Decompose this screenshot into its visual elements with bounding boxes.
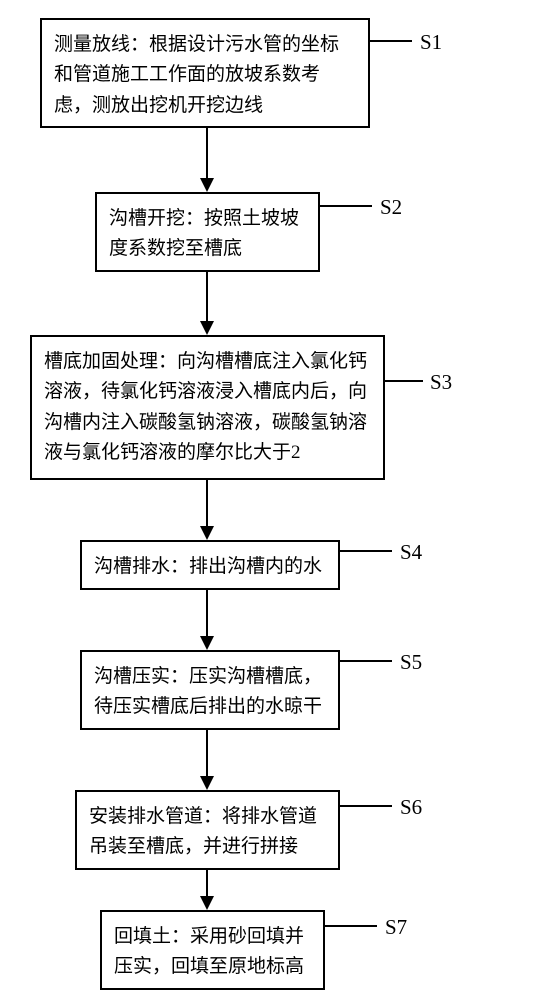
lead-line-s4: [340, 550, 392, 552]
arrow-head-2: [200, 526, 214, 540]
flow-node-text-s3: 槽底加固处理：向沟槽槽底注入氯化钙溶液，待氯化钙溶液浸入槽底内后，向沟槽内注入碳…: [44, 347, 371, 469]
flow-label-s7: S7: [385, 915, 407, 940]
arrow-head-4: [200, 776, 214, 790]
flow-label-s1: S1: [420, 30, 442, 55]
flow-node-s6: 安装排水管道：将排水管道吊装至槽底，并进行拼接: [75, 790, 340, 870]
flow-node-text-s7: 回填土：采用砂回填并压实，回填至原地标高: [114, 922, 311, 983]
flow-label-s3: S3: [430, 370, 452, 395]
flow-node-text-s4: 沟槽排水：排出沟槽内的水: [94, 552, 326, 582]
arrow-head-3: [200, 636, 214, 650]
flow-node-text-s6: 安装排水管道：将排水管道吊装至槽底，并进行拼接: [89, 802, 326, 863]
flow-node-s7: 回填土：采用砂回填并压实，回填至原地标高: [100, 910, 325, 990]
arrow-line-0: [206, 128, 208, 178]
lead-line-s5: [340, 660, 392, 662]
flow-node-text-s1: 测量放线：根据设计污水管的坐标和管道施工工作面的放坡系数考虑，测放出挖机开挖边线: [54, 30, 356, 121]
flow-node-text-s5: 沟槽压实：压实沟槽槽底，待压实槽底后排出的水晾干: [94, 662, 326, 723]
arrow-head-0: [200, 178, 214, 192]
flow-label-s2: S2: [380, 195, 402, 220]
flow-label-s4: S4: [400, 540, 422, 565]
lead-line-s7: [325, 925, 377, 927]
flow-node-s4: 沟槽排水：排出沟槽内的水: [80, 540, 340, 590]
flow-label-s5: S5: [400, 650, 422, 675]
flow-node-s3: 槽底加固处理：向沟槽槽底注入氯化钙溶液，待氯化钙溶液浸入槽底内后，向沟槽内注入碳…: [30, 335, 385, 480]
arrow-line-4: [206, 730, 208, 776]
lead-line-s3: [385, 380, 423, 382]
flow-node-s5: 沟槽压实：压实沟槽槽底，待压实槽底后排出的水晾干: [80, 650, 340, 730]
flow-node-s2: 沟槽开挖：按照土坡坡度系数挖至槽底: [95, 192, 320, 272]
lead-line-s1: [370, 40, 412, 42]
lead-line-s6: [340, 805, 392, 807]
flow-label-s6: S6: [400, 795, 422, 820]
flowchart-container: 测量放线：根据设计污水管的坐标和管道施工工作面的放坡系数考虑，测放出挖机开挖边线…: [0, 0, 535, 1000]
arrow-head-5: [200, 896, 214, 910]
lead-line-s2: [320, 205, 372, 207]
arrow-head-1: [200, 321, 214, 335]
flow-node-s1: 测量放线：根据设计污水管的坐标和管道施工工作面的放坡系数考虑，测放出挖机开挖边线: [40, 18, 370, 128]
arrow-line-3: [206, 590, 208, 636]
flow-node-text-s2: 沟槽开挖：按照土坡坡度系数挖至槽底: [109, 204, 306, 265]
arrow-line-5: [206, 870, 208, 896]
arrow-line-2: [206, 480, 208, 526]
arrow-line-1: [206, 272, 208, 321]
